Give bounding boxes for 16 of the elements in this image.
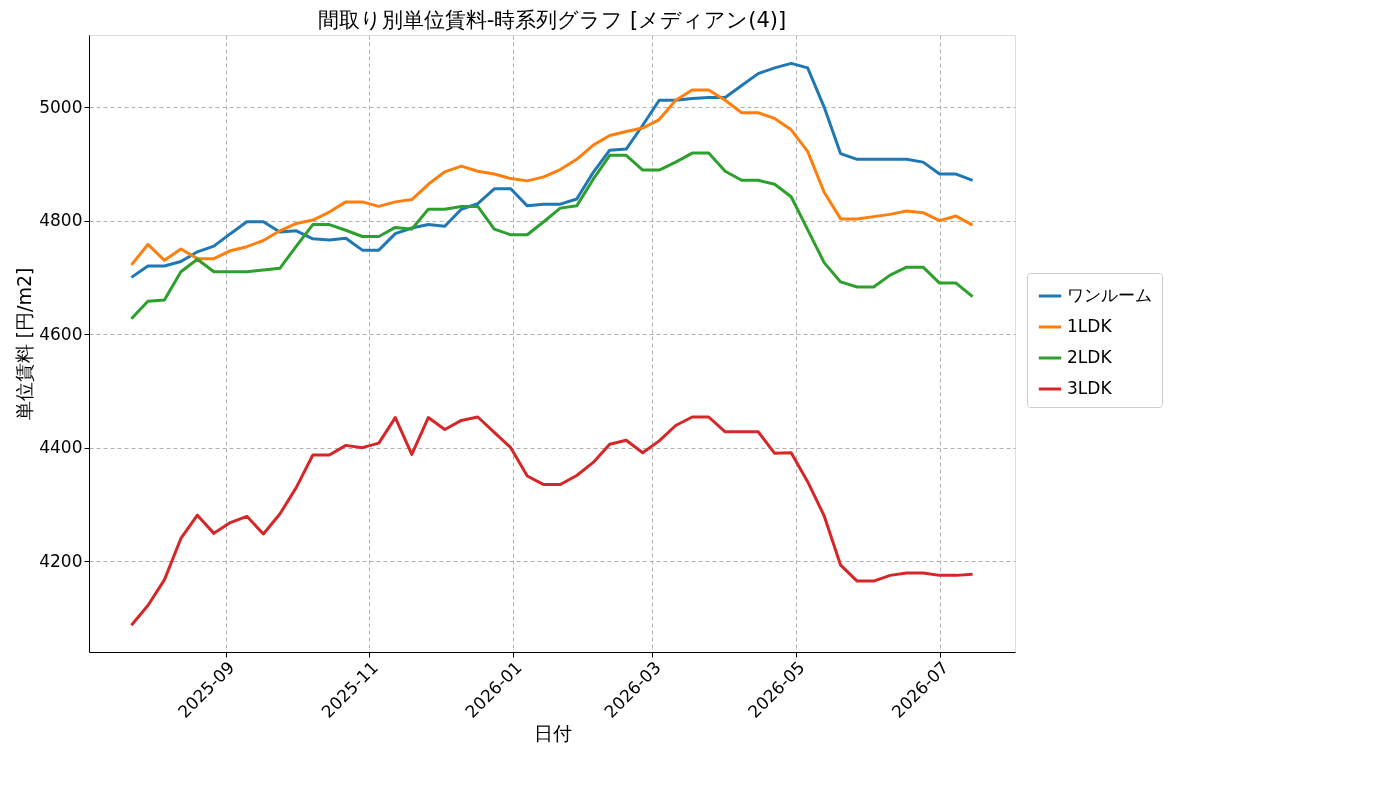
legend-label: 2LDK [1067, 347, 1113, 367]
x-axis-title: 日付 [533, 722, 572, 745]
y-tick-label: 4800 [39, 210, 83, 231]
line-series [129, 415, 975, 627]
y-tick-label: 4400 [39, 437, 83, 458]
y-tick-label: 4600 [39, 323, 83, 344]
legend-label: 1LDK [1067, 316, 1113, 336]
line-series [129, 151, 975, 321]
y-axis-title: 単位賃料 [円/m2] [13, 267, 36, 421]
chart-title: 間取り別単位賃料-時系列グラフ [メディアン(4)] [317, 8, 787, 32]
legend-label: 3LDK [1067, 378, 1113, 398]
line-series [129, 61, 975, 279]
line-series [129, 88, 975, 267]
y-tick-label: 4200 [39, 550, 83, 571]
legend-label: ワンルーム [1067, 285, 1152, 305]
y-tick-label: 5000 [39, 96, 83, 117]
